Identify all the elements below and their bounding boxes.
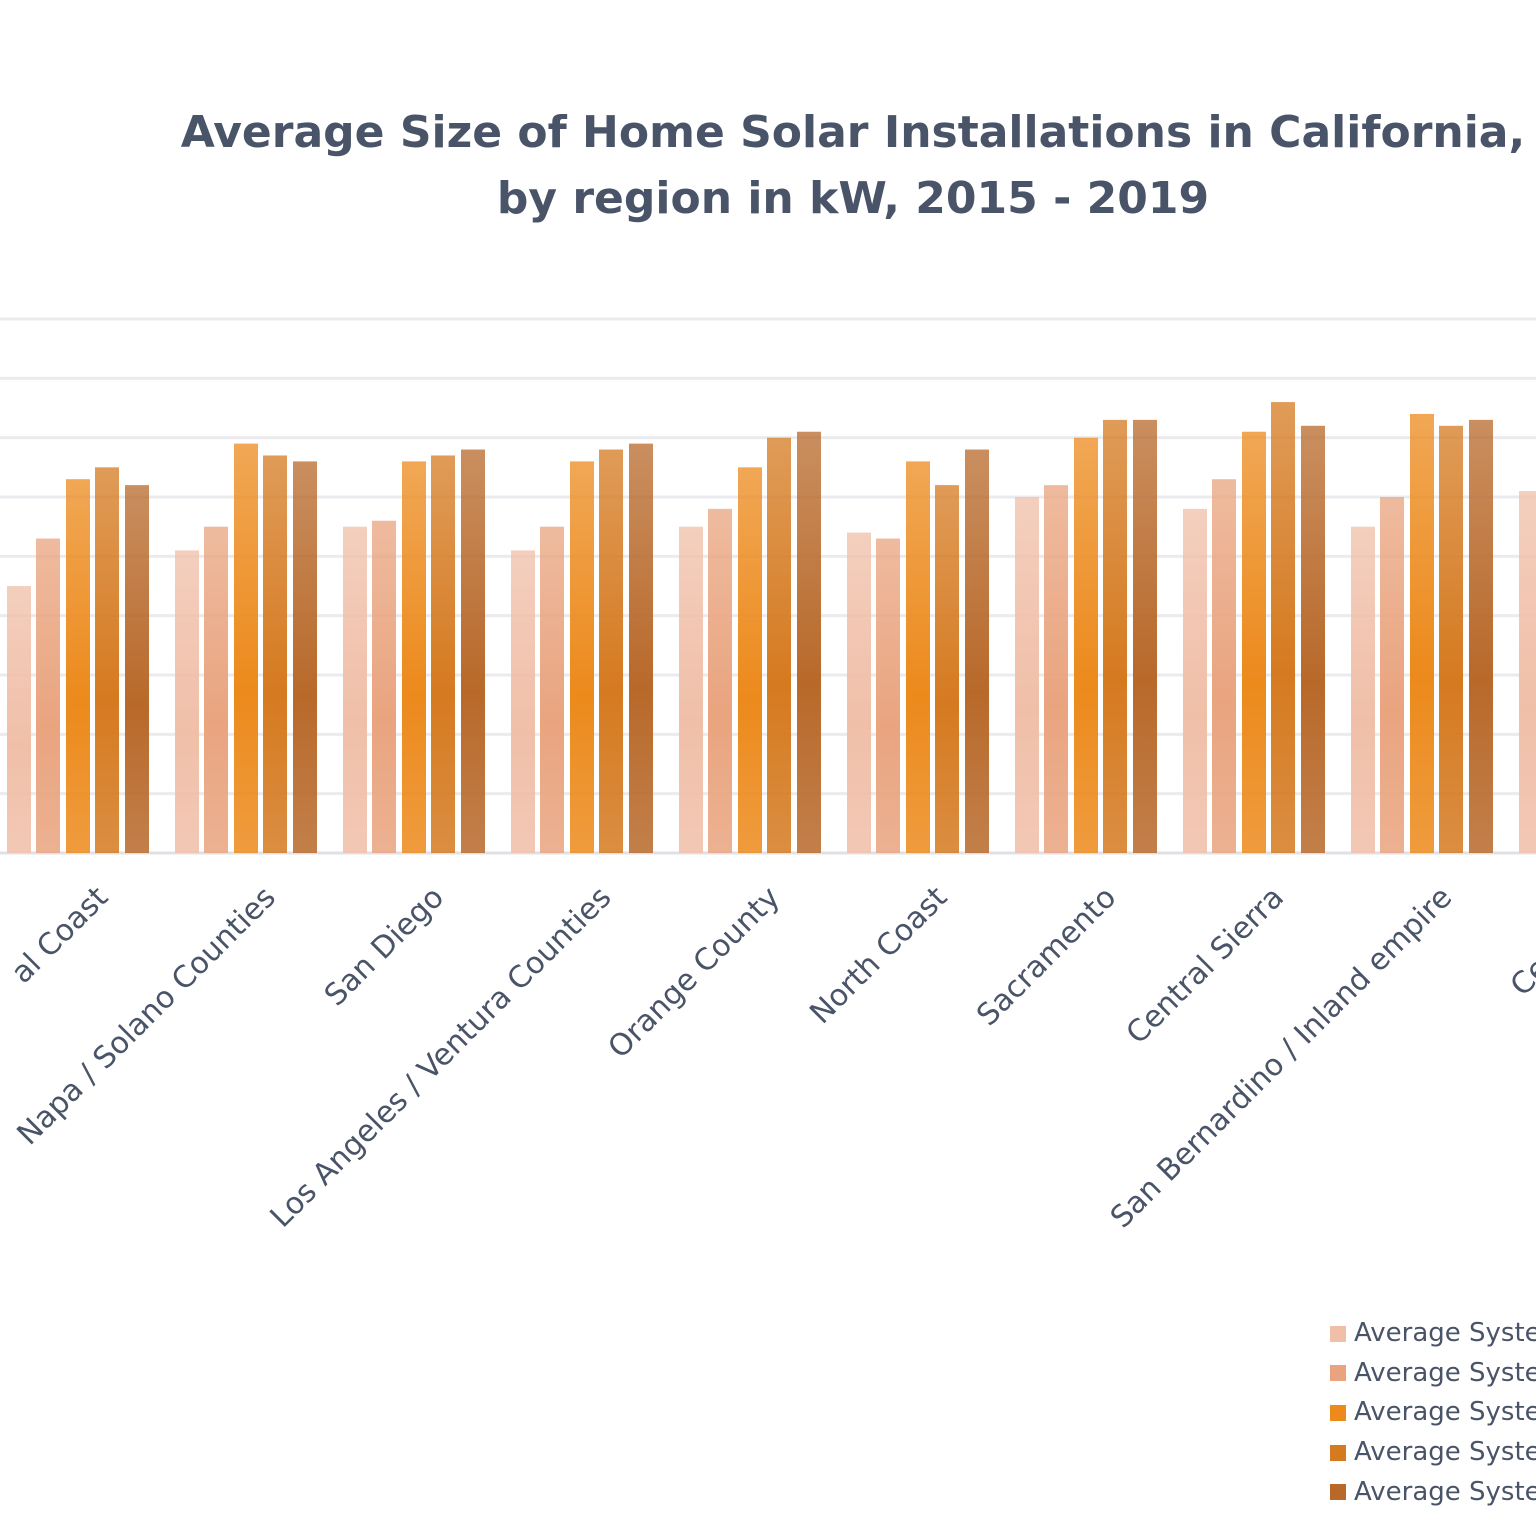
bar [1301,425,1325,853]
legend-item: Average System [1330,1358,1536,1388]
bar [1103,419,1127,853]
bar [372,520,396,853]
bar [1212,479,1236,853]
bar [965,449,989,853]
legend-item: Average System [1330,1437,1536,1467]
legend-swatch [1330,1404,1346,1421]
bar [1439,425,1463,853]
bar [234,443,258,853]
bar [599,449,623,853]
legend-item: Average System [1330,1477,1536,1507]
bar [629,443,653,853]
bar [540,526,564,853]
bar [767,437,791,853]
bar [1183,508,1207,853]
bar [263,455,287,853]
bar [431,455,455,853]
bar [461,449,485,853]
bar [679,526,703,853]
legend-swatch [1330,1325,1346,1342]
bar [1044,485,1068,853]
legend-label: Average System [1354,1397,1536,1428]
bar [1469,419,1493,853]
bar [125,485,149,853]
bar [1242,431,1266,853]
bar [1351,526,1375,853]
legend-item: Average System [1330,1397,1536,1427]
bar [95,467,119,853]
bar [935,485,959,853]
bar [906,461,930,853]
legend-swatch [1330,1365,1346,1382]
bar [511,550,535,853]
bar [1380,497,1404,853]
legend-label: Average System [1354,1357,1536,1388]
legend-label: Average System [1354,1476,1536,1507]
bar [175,550,199,853]
legend-label: Average System [1354,1318,1536,1348]
bar [1133,419,1157,853]
bar [293,461,317,853]
chart-title-line-1: Average Size of Home Solar Installations… [180,107,1526,158]
chart-title: Average Size of Home Solar Installations… [0,100,1536,232]
bar [1015,497,1039,853]
bar [1519,491,1536,853]
bar [7,586,31,853]
bar [876,538,900,853]
legend-swatch [1330,1484,1346,1501]
bar [36,538,60,853]
bar [1271,402,1295,853]
bar [738,467,762,853]
legend-item: Average System [1330,1318,1536,1348]
chart-title-line-2: by region in kW, 2015 - 2019 [496,173,1210,224]
bar [708,508,732,853]
legend-label: Average System [1354,1437,1536,1468]
bar [343,526,367,853]
bar [402,461,426,853]
bar [204,526,228,853]
bar [797,431,821,853]
bar [847,532,871,853]
bar [66,479,90,853]
bar [570,461,594,853]
bar [1410,413,1434,853]
bar [1074,437,1098,853]
legend-swatch [1330,1444,1346,1461]
